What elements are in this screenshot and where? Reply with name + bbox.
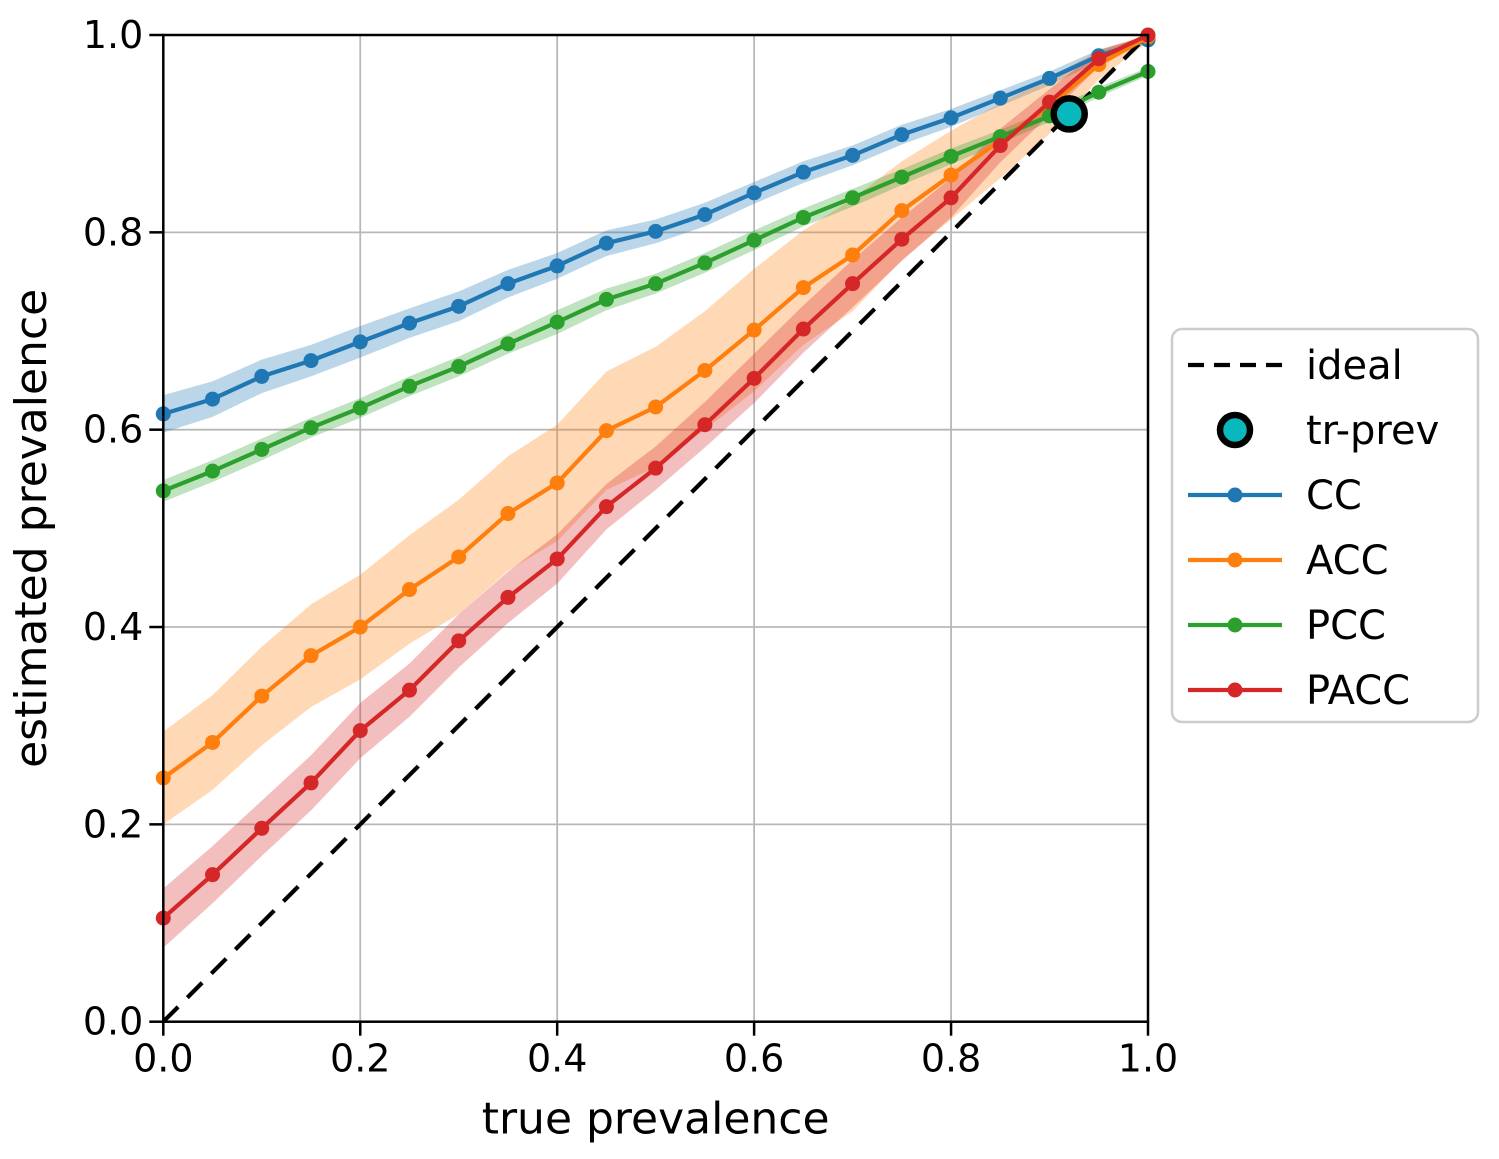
series-marker-ACC [401,582,417,598]
series-marker-ACC [254,688,270,704]
series-marker-CC [451,298,467,314]
plot-border [162,33,1150,1023]
series-marker-PCC [352,400,368,416]
series-marker-PCC [549,314,565,330]
legend-handle-tr-prev [1216,411,1254,449]
series-marker-PACC [648,460,664,476]
series-marker-PACC [500,589,516,605]
x-tick-label: 0.4 [527,1037,587,1081]
series-marker-PCC [795,210,811,226]
series-marker-CC [254,368,270,384]
series-marker-CC [943,110,959,126]
series-marker-ACC [205,734,221,750]
series-marker-CC [746,185,762,201]
series-marker-CC [303,353,319,369]
y-tick-label: 0.8 [83,210,143,254]
series-marker-PCC [894,169,910,185]
y-tick-label: 0.4 [83,605,143,649]
series-marker-PACC [746,370,762,386]
series-marker-PCC [500,336,516,352]
series-marker-PACC [401,682,417,698]
series-marker-PACC [845,276,861,292]
legend-label-CC: CC [1306,473,1362,519]
series-marker-PCC [205,463,221,479]
x-tick-label: 1.0 [1118,1037,1178,1081]
series-marker-PCC [746,232,762,248]
series-marker-CC [549,258,565,274]
x-tick-label: 0.2 [330,1037,390,1081]
series-marker-ACC [303,648,319,664]
series-marker-PACC [894,231,910,247]
legend-marker-CC [1227,487,1243,503]
series-marker-PACC [795,321,811,337]
y-tick-label: 0.2 [83,802,143,846]
series-marker-ACC [697,362,713,378]
series-marker-CC [894,127,910,143]
series-marker-ACC [352,619,368,635]
legend-marker-PCC [1227,617,1243,633]
legend-marker-ACC [1227,552,1243,568]
series-marker-PACC [549,551,565,567]
series-marker-PCC [451,359,467,375]
series-marker-PCC [697,255,713,271]
series-marker-PACC [451,633,467,649]
series-marker-ACC [598,423,614,439]
series-marker-PCC [254,441,270,457]
y-tick-label: 0.0 [83,1000,143,1044]
y-axis-label: estimated prevalence [6,289,57,768]
series-marker-ACC [451,549,467,565]
series-marker-PCC [303,420,319,436]
series-marker-CC [500,276,516,292]
series-marker-PACC [254,820,270,836]
series-marker-CC [697,207,713,223]
series-marker-CC [845,147,861,163]
series-marker-PACC [943,190,959,206]
series-marker-PACC [598,499,614,515]
series-marker-ACC [746,322,762,338]
series-marker-CC [598,235,614,251]
series-marker-PCC [598,291,614,307]
series-marker-CC [795,164,811,180]
series-marker-PACC [303,775,319,791]
series-marker-ACC [795,280,811,296]
series-marker-CC [992,90,1008,106]
series-marker-ACC [648,399,664,415]
series-marker-CC [648,223,664,239]
series-marker-CC [352,334,368,350]
series-marker-CC [205,391,221,407]
legend-label-ACC: ACC [1306,538,1389,584]
y-tick-label: 0.6 [83,408,143,452]
series-marker-CC [401,315,417,331]
series-marker-PCC [648,276,664,292]
series-marker-PACC [1091,51,1107,67]
series-marker-CC [1042,70,1058,86]
tr-prev-marker [1050,95,1088,133]
legend-label-ideal: ideal [1306,343,1403,389]
x-tick-label: 0.0 [133,1037,193,1081]
series-marker-ACC [500,506,516,522]
legend-label-PCC: PCC [1306,603,1386,649]
legend-label-tr-prev: tr-prev [1306,408,1439,454]
series-marker-PACC [992,138,1008,154]
series-marker-PCC [845,190,861,206]
series-marker-ACC [894,203,910,219]
legend-marker-PACC [1227,682,1243,698]
series-marker-ACC [845,247,861,263]
series-marker-ACC [549,475,565,491]
y-tick-label: 1.0 [83,13,143,57]
series-marker-PCC [1091,84,1107,100]
series-marker-PCC [401,378,417,394]
series-marker-PACC [352,723,368,739]
ideal-line [161,33,1150,1024]
series-marker-ACC [943,167,959,183]
series-marker-PCC [943,148,959,164]
x-tick-label: 0.6 [724,1037,784,1081]
series-marker-PACC [205,867,221,883]
x-tick-label: 0.8 [921,1037,981,1081]
series-marker-PACC [697,417,713,433]
legend-label-PACC: PACC [1306,668,1410,714]
x-axis-label: true prevalence [482,1094,830,1145]
